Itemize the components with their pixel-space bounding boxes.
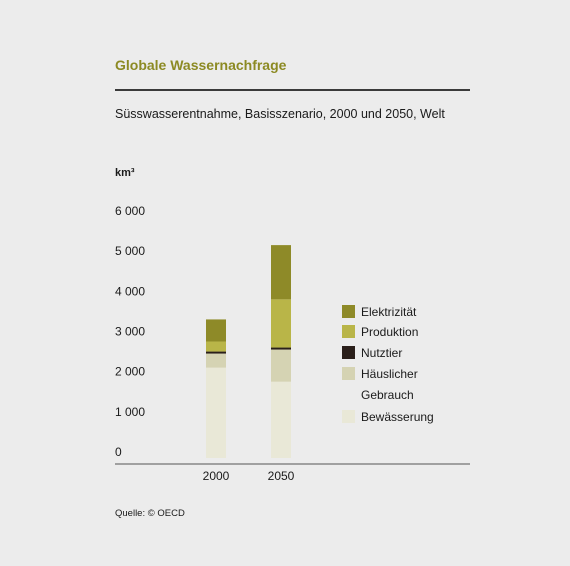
bar-segment	[271, 381, 291, 458]
y-tick-label: 3 000	[115, 325, 145, 339]
legend-swatch	[342, 305, 355, 318]
bar-segment	[206, 367, 226, 458]
legend-label: Häuslicher	[361, 367, 418, 381]
y-tick-label: 5 000	[115, 244, 145, 258]
x-tick-label: 2050	[268, 469, 295, 483]
bar-segment	[271, 245, 291, 300]
bar-segment	[206, 353, 226, 368]
source-note: Quelle: © OECD	[115, 508, 185, 519]
legend-swatch	[342, 346, 355, 359]
legend-label: Bewässerung	[361, 410, 434, 424]
y-tick-label: 2 000	[115, 365, 145, 379]
legend-swatch	[342, 367, 355, 380]
bar-segment	[271, 299, 291, 348]
chart-title: Globale Wassernachfrage	[115, 57, 287, 73]
bar-segment	[271, 347, 291, 350]
y-axis-unit: km³	[115, 167, 135, 179]
y-tick-label: 0	[115, 445, 122, 459]
legend-label: Elektrizität	[361, 305, 417, 319]
legend-swatch	[342, 410, 355, 423]
title-divider	[115, 89, 470, 91]
legend-label: Nutztier	[361, 346, 402, 360]
y-tick-label: 6 000	[115, 204, 145, 218]
legend-swatch	[342, 325, 355, 338]
legend-label: Produktion	[361, 325, 418, 339]
y-tick-label: 4 000	[115, 284, 145, 298]
bar-segment	[206, 351, 226, 354]
bar-segment	[206, 341, 226, 352]
x-tick-label: 2000	[203, 469, 230, 483]
bar-segment	[206, 319, 226, 342]
y-tick-label: 1 000	[115, 405, 145, 419]
legend-label: Gebrauch	[361, 388, 414, 402]
chart-subtitle: Süsswasserentnahme, Basisszenario, 2000 …	[115, 107, 445, 121]
bar-segment	[271, 349, 291, 382]
